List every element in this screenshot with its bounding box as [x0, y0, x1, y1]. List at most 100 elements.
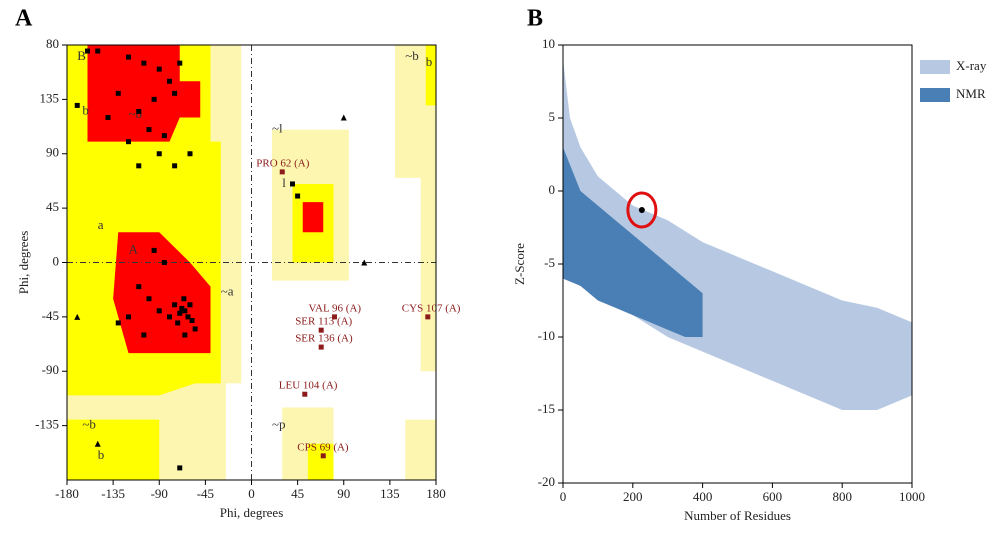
panel-label: B	[527, 6, 543, 32]
x-tick-label: 0	[560, 489, 567, 504]
y-tick-label: 0	[53, 253, 60, 268]
outlier-point	[318, 344, 324, 350]
highlight-ring	[626, 191, 658, 229]
glycine-point	[340, 114, 347, 121]
residue-point	[146, 296, 152, 302]
residue-point	[115, 320, 121, 326]
y-tick-label: -45	[42, 308, 59, 323]
x-tick-label: 90	[337, 486, 350, 501]
y-tick-label: 5	[549, 109, 556, 124]
residue-point	[172, 163, 178, 169]
region	[67, 419, 160, 480]
glycine-point	[361, 259, 368, 266]
y-tick-label: 0	[549, 182, 556, 197]
residue-point	[126, 139, 131, 145]
x-tick-label: 600	[763, 489, 783, 504]
residue-point	[167, 78, 172, 84]
residue-point	[151, 96, 157, 102]
outlier-label: PRO 62 (A)	[256, 157, 310, 169]
region	[87, 45, 201, 142]
residue-point	[172, 302, 178, 308]
y-tick-label: 45	[46, 199, 59, 214]
residue-point	[85, 48, 90, 54]
residue-point	[136, 284, 142, 290]
residue-point	[192, 326, 198, 332]
outlier-point	[320, 453, 326, 459]
residue-point	[115, 90, 121, 96]
residue-point	[126, 54, 131, 60]
plot-frame	[66, 44, 437, 481]
x-tick-label: -90	[151, 486, 168, 501]
residue-point	[177, 465, 183, 471]
residue-point	[167, 314, 172, 320]
residue-point	[181, 296, 187, 302]
x-tick-label: 135	[380, 486, 400, 501]
x-tick-label: 45	[291, 486, 304, 501]
residue-point	[295, 193, 301, 199]
outlier-label: CPS 69 (A)	[297, 441, 349, 453]
residue-point	[185, 314, 191, 320]
residue-point	[74, 102, 80, 108]
y-tick-label: 90	[46, 145, 59, 160]
residue-point	[182, 332, 188, 338]
panel-label: A	[15, 6, 33, 32]
outlier-point	[332, 314, 338, 320]
region-label: ~l	[272, 121, 283, 136]
score-band	[563, 147, 703, 337]
y-tick-label: 10	[542, 36, 555, 51]
residue-point	[177, 60, 183, 66]
residue-point	[156, 66, 162, 72]
region	[302, 202, 324, 233]
region-label: ~p	[272, 417, 286, 432]
outlier-label: SER 136 (A)	[295, 333, 353, 345]
residue-point	[161, 260, 167, 265]
residue-point	[105, 115, 111, 120]
outlier-point	[425, 314, 431, 320]
region	[395, 45, 436, 372]
region-label: b	[98, 447, 105, 462]
residue-point	[187, 151, 193, 157]
region	[425, 45, 436, 106]
x-axis-label: Number of Residues	[684, 508, 791, 523]
region-label: ~a	[221, 284, 234, 299]
region-label: A	[129, 241, 139, 256]
x-tick-label: -135	[101, 486, 125, 501]
residue-point	[156, 308, 162, 314]
legend-swatch	[920, 88, 950, 102]
residue-point	[189, 318, 195, 323]
residue-point	[141, 60, 147, 66]
region-label: B	[77, 48, 86, 63]
residue-point	[141, 332, 147, 338]
y-tick-label: -15	[538, 401, 555, 416]
residue-point	[156, 151, 162, 157]
residue-point	[175, 320, 181, 326]
region-label: a	[98, 217, 104, 232]
glycine-point	[74, 313, 81, 320]
x-tick-label: 180	[426, 486, 446, 501]
residue-point	[177, 310, 183, 316]
outlier-point	[318, 327, 324, 333]
regions	[67, 45, 436, 480]
x-tick-label: 400	[693, 489, 713, 504]
outlier-label: VAL 96 (A)	[309, 302, 362, 314]
region-label: b	[426, 54, 433, 69]
residue-point	[136, 163, 142, 169]
region-label: b	[82, 102, 89, 117]
x-axis-label: Phi, degrees	[220, 505, 284, 520]
glycine-point	[94, 440, 101, 447]
y-axis-label: Z-Score	[512, 243, 527, 285]
y-tick-label: -20	[538, 474, 555, 489]
region-label: ~b	[405, 48, 419, 63]
residue-point	[151, 247, 157, 253]
x-tick-label: -45	[197, 486, 214, 501]
outlier-label: CYS 107 (A)	[402, 302, 461, 314]
residue-point	[136, 108, 142, 114]
outlier-label: SER 113 (A)	[295, 316, 352, 328]
y-tick-label: -5	[544, 255, 555, 270]
query-point	[638, 206, 645, 213]
legend-swatch	[920, 60, 950, 74]
region	[307, 443, 334, 480]
region-label: ~b	[82, 417, 96, 432]
outlier-point	[279, 169, 285, 175]
